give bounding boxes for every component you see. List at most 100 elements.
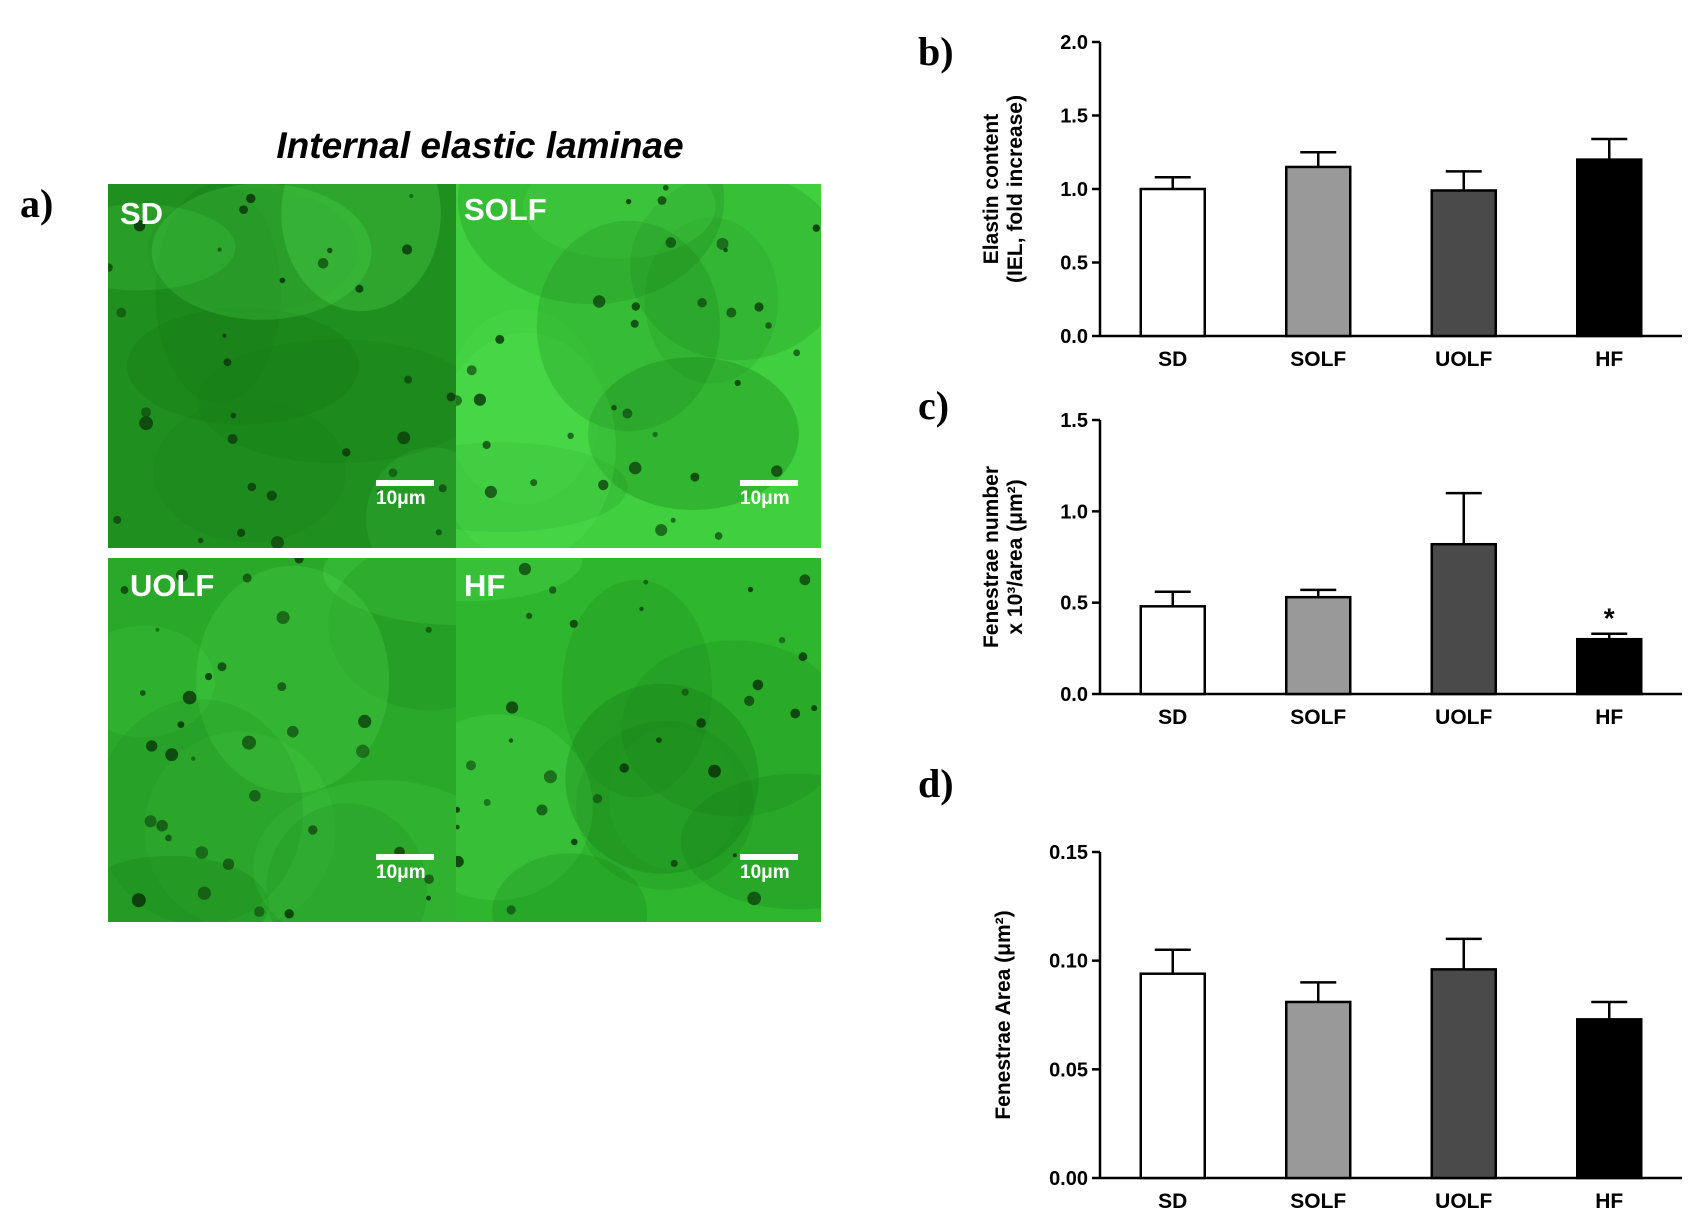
fenestra-dot	[177, 721, 185, 728]
micrograph-background	[108, 558, 473, 922]
fenestra-dot	[778, 637, 786, 644]
fenestra-dot	[506, 905, 516, 915]
fenestra-dot	[466, 365, 477, 376]
fenestra-dot	[482, 440, 491, 450]
fenestra-dot	[388, 468, 398, 478]
fenestra-dot	[222, 858, 235, 870]
fenestra-dot	[294, 558, 304, 564]
bar-solf	[1285, 165, 1352, 338]
fenestra-dot	[508, 738, 514, 743]
fenestra-dot	[113, 515, 122, 524]
fenestra-dot	[696, 718, 706, 728]
fenestra-dot	[798, 652, 808, 662]
micrograph-solf: SOLF 10μm	[456, 184, 821, 548]
fenestra-dot	[237, 528, 246, 537]
fenestra-dot	[536, 804, 548, 816]
fenestra-dot	[473, 393, 486, 406]
fenestra-dot	[665, 237, 677, 248]
micrograph-shading	[536, 220, 720, 432]
fenestra-dot	[732, 853, 737, 858]
fenestra-dot	[726, 307, 737, 318]
chart-fenestrae-area: 0.00 0.05 0.10 0.15 Fenestrae Area (μm²) SD SO…	[992, 842, 1682, 1213]
micrograph-background	[456, 558, 821, 922]
scale-bar	[740, 480, 798, 486]
micrograph-shading	[575, 720, 755, 890]
fenestra-dot	[435, 529, 442, 536]
micrograph-shading	[492, 853, 648, 922]
fenestra-dot	[227, 434, 238, 444]
x-tick-label: UOLF	[1435, 1190, 1492, 1213]
bar-hf	[1576, 158, 1643, 338]
fenestra-dot	[139, 690, 146, 696]
fenestra-dot	[279, 277, 286, 284]
fenestra-dot	[146, 740, 158, 752]
panel-letter-a: a)	[20, 181, 54, 226]
x-tick-label: HF	[1595, 1190, 1623, 1213]
x-tick-label: SD	[1158, 1190, 1187, 1213]
fenestra-dot	[466, 760, 476, 771]
scale-bar-label: 10μm	[740, 488, 790, 509]
fenestra-dot	[752, 679, 764, 691]
fenestra-dot	[799, 574, 811, 586]
fenestra-dot	[402, 244, 413, 255]
fenestra-dot	[342, 448, 351, 457]
fenestra-dot	[217, 662, 227, 672]
bar-hf	[1576, 637, 1643, 696]
chart-fenestrae-number: 0.0 0.5 1.0 1.5 Fenestrae number x 10³/area (…	[980, 410, 1682, 729]
fenestra-dot	[622, 408, 633, 419]
x-tick-label: SOLF	[1290, 706, 1346, 729]
fenestra-dot	[714, 532, 723, 540]
micrograph-shading	[144, 731, 336, 922]
micrograph-shading	[196, 565, 390, 794]
fenestra-dot	[697, 298, 707, 308]
y-axis-label: Fenestrae Area (μm²)	[992, 910, 1015, 1119]
y-tick-label: 1.5	[1060, 410, 1088, 432]
y-tick-label: 0.5	[1060, 253, 1088, 275]
fenestra-dot	[242, 573, 252, 583]
fenestra-dot	[526, 612, 533, 619]
fenestra-dot	[217, 247, 222, 252]
micrograph-background	[456, 184, 821, 548]
micrograph-image	[456, 184, 821, 548]
micrograph-image	[108, 184, 473, 548]
y-tick-label: 0.15	[1049, 842, 1088, 864]
fenestra-dot	[771, 465, 783, 477]
fenestra-dot	[662, 184, 669, 191]
fenestra-dot	[144, 815, 157, 828]
fenestra-dot	[592, 794, 603, 804]
x-tick-label: UOLF	[1435, 706, 1492, 729]
micrograph-shading	[266, 803, 427, 922]
fenestra-dot	[120, 586, 129, 594]
fenestra-dot	[409, 193, 414, 199]
y-tick-label: 0.5	[1060, 593, 1088, 615]
fenestra-dot	[456, 806, 460, 813]
fenestra-dot	[116, 307, 127, 318]
fenestra-dot	[165, 834, 172, 842]
fenestra-dot	[657, 196, 667, 205]
fenestra-dot	[165, 748, 179, 762]
fenestra-dot	[133, 220, 146, 232]
fenestra-dot	[456, 395, 462, 406]
x-tick-label: SOLF	[1290, 348, 1346, 371]
fenestra-dot	[506, 701, 519, 714]
scale-bar-label: 10μm	[376, 488, 426, 509]
x-tick-label: HF	[1595, 348, 1623, 371]
panel-letter-b: b)	[918, 29, 954, 74]
fenestra-dot	[690, 472, 700, 482]
fenestra-dot	[625, 198, 632, 205]
fenestra-dot	[155, 627, 160, 632]
micrograph-shading	[565, 683, 759, 874]
fenestra-dot	[483, 799, 491, 806]
micrograph-image	[456, 558, 821, 922]
chart-elastin-content: 0.0 0.5 1.0 1.5 2.0 Elastin content (IEL, fold…	[980, 32, 1682, 371]
micrograph-shading	[456, 714, 593, 901]
micrograph-image	[108, 558, 473, 922]
micrograph-shading	[456, 442, 628, 532]
scale-bar	[376, 854, 434, 860]
x-tick-label: SD	[1158, 706, 1187, 729]
fenestra-dot	[376, 489, 382, 495]
fenestra-dot	[271, 536, 284, 548]
fenestra-dot	[397, 431, 411, 445]
fenestra-dot	[247, 482, 257, 492]
micrograph-shading	[456, 558, 583, 602]
